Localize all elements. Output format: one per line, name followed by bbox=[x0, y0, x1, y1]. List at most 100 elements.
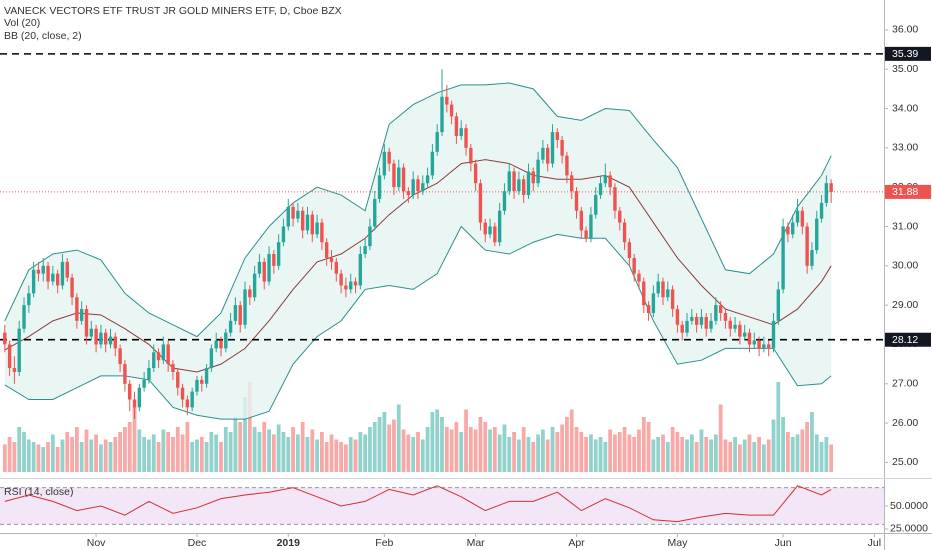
candle-body bbox=[368, 226, 372, 247]
candle-body bbox=[541, 147, 545, 160]
candle-body bbox=[392, 163, 396, 188]
candle-body bbox=[666, 289, 670, 298]
candle-body bbox=[324, 242, 329, 258]
candle-body bbox=[445, 96, 449, 105]
candle-body bbox=[622, 222, 627, 243]
candle-body bbox=[791, 222, 795, 235]
candle-body bbox=[320, 222, 324, 243]
volume-bar bbox=[243, 397, 247, 472]
candle-body bbox=[27, 293, 31, 306]
candle-body bbox=[200, 379, 204, 384]
candle-body bbox=[517, 179, 521, 192]
volume-bar bbox=[435, 409, 440, 472]
x-tick-label: 2019 bbox=[277, 537, 301, 549]
volume-bar bbox=[430, 412, 435, 472]
candle-body bbox=[180, 387, 185, 400]
volume-bar bbox=[468, 427, 473, 472]
candle-body bbox=[675, 309, 680, 325]
volume-bar bbox=[641, 417, 646, 472]
volume-bar bbox=[507, 437, 512, 472]
candle-body bbox=[276, 242, 281, 266]
candle-body bbox=[142, 379, 146, 388]
volume-bar bbox=[723, 439, 728, 472]
bb-middle bbox=[4, 159, 832, 373]
volume-bar bbox=[377, 417, 382, 472]
candle-body bbox=[214, 340, 218, 349]
volume-bar bbox=[257, 432, 262, 472]
candle-body bbox=[281, 226, 286, 243]
candle-body bbox=[810, 250, 814, 266]
candle-body bbox=[656, 281, 660, 294]
volume-bar bbox=[339, 442, 344, 472]
volume-bar bbox=[569, 409, 574, 472]
candle-body bbox=[79, 309, 84, 321]
volume-bar bbox=[689, 434, 694, 472]
volume-bar bbox=[425, 427, 430, 472]
candle-body bbox=[349, 281, 353, 290]
volume-bar bbox=[204, 442, 209, 472]
candle-body bbox=[377, 175, 382, 199]
candle-body bbox=[12, 368, 17, 372]
volume-bar bbox=[459, 432, 464, 472]
candle-body bbox=[411, 179, 415, 196]
candle-body bbox=[815, 218, 819, 251]
candle-body bbox=[526, 171, 531, 196]
last-price-label-box bbox=[885, 184, 931, 199]
candle-body bbox=[449, 104, 454, 117]
x-tick-label: May bbox=[667, 537, 688, 549]
candle-body bbox=[7, 344, 12, 369]
candle-body bbox=[473, 163, 478, 184]
candle-body bbox=[401, 167, 406, 192]
candle-body bbox=[694, 316, 699, 325]
volume-bar bbox=[295, 434, 300, 472]
volume-bar bbox=[761, 444, 766, 472]
candle-body bbox=[84, 309, 89, 337]
volume-bar bbox=[175, 427, 180, 472]
volume-bar bbox=[238, 422, 243, 472]
volume-bar bbox=[41, 447, 46, 472]
volume-bar bbox=[699, 429, 704, 472]
candle-body bbox=[728, 320, 732, 329]
volume-bar bbox=[608, 429, 613, 472]
volume-bar bbox=[718, 404, 723, 472]
volume-bar bbox=[137, 429, 142, 472]
volume-bar bbox=[344, 444, 348, 472]
candle-body bbox=[521, 179, 526, 196]
indicator-label: BB (20, close, 2) bbox=[4, 30, 82, 42]
candle-body bbox=[488, 226, 492, 235]
candle-body bbox=[762, 344, 766, 349]
volume-bar bbox=[406, 434, 411, 472]
volume-bar bbox=[603, 442, 608, 472]
volume-bar bbox=[161, 429, 166, 472]
rsi-band-fill bbox=[0, 487, 884, 525]
volume-bar bbox=[478, 417, 483, 472]
candle-body bbox=[752, 340, 756, 345]
volume-bar bbox=[824, 437, 829, 472]
candle-body bbox=[118, 348, 122, 365]
candle-body bbox=[757, 340, 761, 349]
candle-body bbox=[397, 167, 401, 188]
volume-bar bbox=[651, 439, 656, 472]
candle-body bbox=[545, 147, 550, 164]
volume-bar bbox=[555, 432, 560, 472]
volume-bar bbox=[127, 422, 132, 472]
volume-bar bbox=[411, 437, 416, 472]
volume-bar bbox=[50, 434, 55, 472]
candle-body bbox=[570, 175, 574, 192]
volume-bar bbox=[70, 437, 74, 472]
y-tick-label: 33.00 bbox=[892, 142, 918, 154]
level-label-box bbox=[885, 46, 931, 61]
candle-body bbox=[123, 364, 127, 384]
volume-bar bbox=[795, 434, 800, 472]
volume-bar bbox=[118, 432, 123, 472]
candle-body bbox=[493, 226, 497, 243]
volume-bar bbox=[565, 417, 569, 472]
candle-body bbox=[334, 261, 339, 274]
candle-body bbox=[771, 320, 776, 349]
candle-body bbox=[406, 191, 411, 196]
x-tick-label: Mar bbox=[467, 537, 486, 549]
volume-bar bbox=[372, 422, 377, 472]
volume-bar bbox=[661, 434, 665, 472]
candle-body bbox=[286, 206, 290, 227]
candle-body bbox=[661, 281, 665, 298]
